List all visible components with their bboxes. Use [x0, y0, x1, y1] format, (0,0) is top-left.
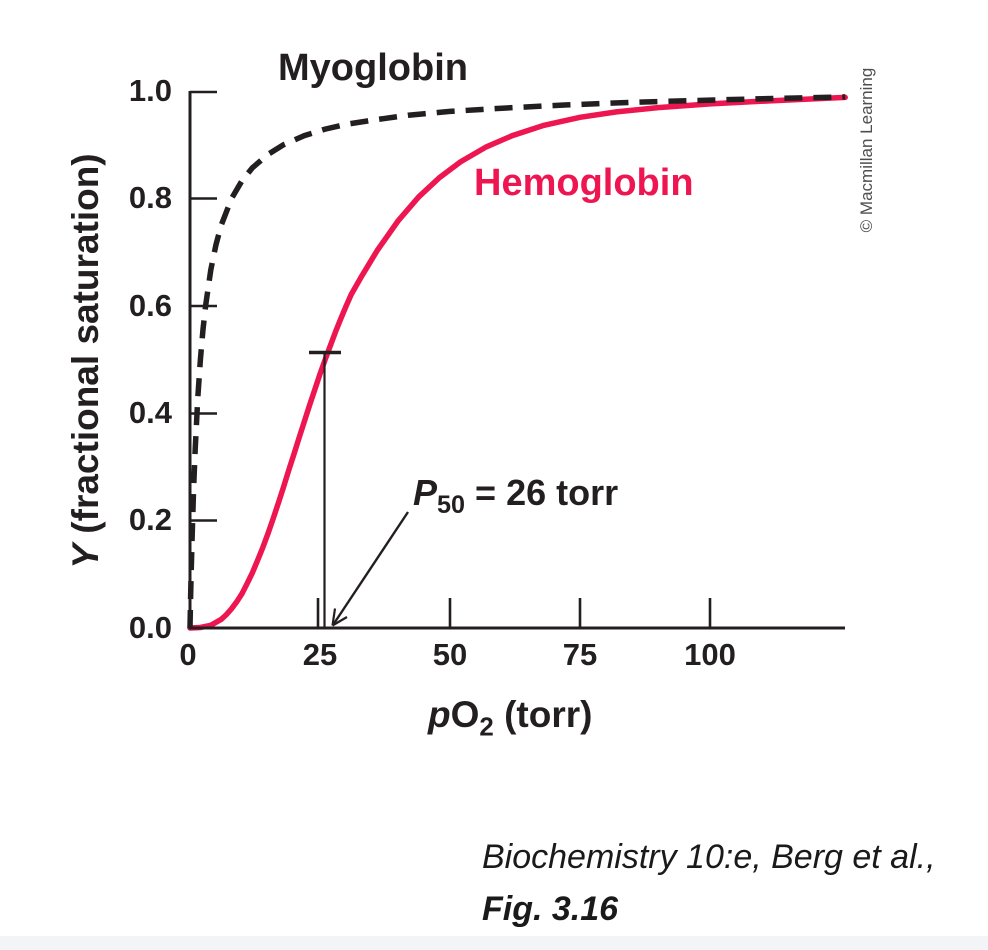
y-tick-0.6: 0.6 — [128, 288, 172, 323]
citation-figure-number: Fig. 3.16 — [482, 890, 619, 928]
publisher-watermark: © Macmillan Learning — [857, 67, 876, 233]
y-tick-0.4: 0.4 — [128, 395, 172, 430]
y-axis-ticks — [190, 90, 217, 522]
y-tick-0.2: 0.2 — [128, 502, 172, 537]
x-axis-title-sub: 2 — [479, 713, 494, 742]
x-axis-title: pO2 (torr) — [428, 694, 592, 742]
x-axis-title-p: p — [428, 694, 451, 735]
myoglobin-label: Myoglobin — [278, 47, 468, 89]
y-axis-title-rest: (fractional saturation) — [65, 153, 106, 544]
x-tick-25: 25 — [302, 637, 338, 672]
x-axis-title-main: O — [450, 694, 480, 735]
y-axis-title: Y (fractional saturation) — [65, 131, 106, 591]
x-axis-title-suffix: (torr) — [493, 694, 593, 735]
y-axis-title-variable: Y — [65, 543, 106, 569]
x-tick-75: 75 — [562, 637, 598, 672]
y-tick-0.0: 0.0 — [128, 610, 172, 645]
p50-annotation: P50 = 26 torr — [413, 472, 618, 520]
x-tick-0: 0 — [179, 637, 197, 672]
myoglobin-curve — [187, 94, 846, 629]
p50-arrow-shaft — [332, 511, 409, 626]
p50-value: = 26 torr — [465, 472, 619, 513]
hemoglobin-curve — [187, 94, 848, 631]
hemoglobin-label: Hemoglobin — [474, 162, 694, 204]
y-tick-0.8: 0.8 — [128, 180, 172, 215]
bottom-edge-band — [0, 936, 988, 950]
p50-arrowhead-icon — [331, 608, 348, 627]
citation-source: Biochemistry 10:e, Berg et al., — [482, 838, 936, 876]
x-tick-100: 100 — [684, 637, 736, 672]
x-axis-ticks — [316, 598, 712, 628]
x-tick-50: 50 — [432, 637, 468, 672]
y-tick-1.0: 1.0 — [128, 73, 172, 108]
p50-subscript: 50 — [437, 491, 466, 520]
p50-symbol: P — [413, 472, 438, 513]
